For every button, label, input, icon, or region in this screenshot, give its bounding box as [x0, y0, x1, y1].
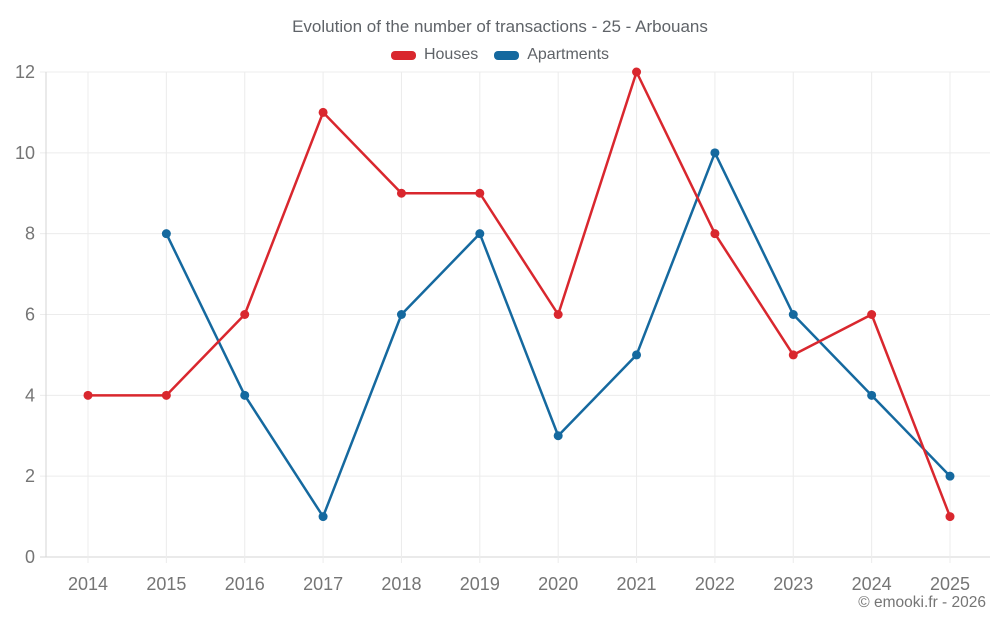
- series-line-houses: [86, 70, 952, 518]
- x-tick-label: 2015: [146, 574, 186, 594]
- houses-series-swatch-icon: [390, 50, 416, 60]
- y-tick-label: 6: [25, 305, 35, 325]
- legend: Houses Apartments: [0, 46, 1000, 64]
- legend-label-houses: Houses: [423, 46, 479, 63]
- y-tick-label: 12: [15, 62, 35, 82]
- x-tick-label: 2022: [695, 574, 735, 594]
- data-point-houses[interactable]: [553, 310, 563, 319]
- y-tick-label: 10: [15, 143, 35, 163]
- data-point-houses[interactable]: [945, 512, 955, 522]
- data-point-apartments[interactable]: [867, 390, 877, 400]
- data-point-apartments[interactable]: [318, 512, 328, 522]
- data-point-apartments[interactable]: [161, 229, 171, 239]
- legend-label-apartments: Apartments: [527, 46, 610, 63]
- data-point-apartments[interactable]: [240, 390, 250, 400]
- data-point-houses[interactable]: [475, 188, 485, 198]
- data-point-houses[interactable]: [396, 188, 406, 198]
- data-point-houses[interactable]: [240, 310, 250, 319]
- data-point-apartments[interactable]: [945, 471, 955, 481]
- data-point-houses[interactable]: [83, 390, 93, 400]
- chart-title: Evolution of the number of transactions …: [292, 17, 708, 36]
- x-tick-label: 2021: [617, 574, 657, 594]
- data-point-apartments[interactable]: [553, 431, 563, 441]
- x-tick-label: 2014: [68, 574, 108, 594]
- data-point-apartments[interactable]: [710, 148, 720, 158]
- data-point-apartments[interactable]: [475, 229, 485, 239]
- data-point-houses[interactable]: [710, 229, 720, 239]
- y-tick-label: 0: [25, 547, 35, 567]
- x-tick-label: 2017: [303, 574, 343, 594]
- x-tick-label: 2024: [852, 574, 892, 594]
- data-point-houses[interactable]: [632, 67, 642, 77]
- x-tick-label: 2016: [225, 574, 265, 594]
- data-point-houses[interactable]: [161, 390, 171, 400]
- x-tick-label: 2018: [381, 574, 421, 594]
- data-point-apartments[interactable]: [788, 310, 798, 319]
- x-tick-label: 2020: [538, 574, 578, 594]
- data-point-apartments[interactable]: [396, 310, 406, 319]
- apartments-series-swatch-icon: [494, 50, 520, 60]
- y-tick-label: 4: [25, 385, 35, 405]
- y-tick-label: 2: [25, 466, 35, 486]
- x-tick-label: 2019: [460, 574, 500, 594]
- legend-item-houses[interactable]: Houses: [390, 46, 479, 64]
- x-tick-label: 2023: [773, 574, 813, 594]
- data-point-apartments[interactable]: [632, 350, 642, 360]
- legend-item-apartments[interactable]: Apartments: [494, 46, 609, 64]
- data-point-houses[interactable]: [867, 310, 877, 319]
- y-tick-label: 8: [25, 224, 35, 244]
- copyright: © emooki.fr - 2026: [858, 594, 986, 611]
- x-tick-label: 2025: [930, 574, 970, 594]
- data-point-houses[interactable]: [318, 107, 328, 117]
- data-point-houses[interactable]: [788, 350, 798, 360]
